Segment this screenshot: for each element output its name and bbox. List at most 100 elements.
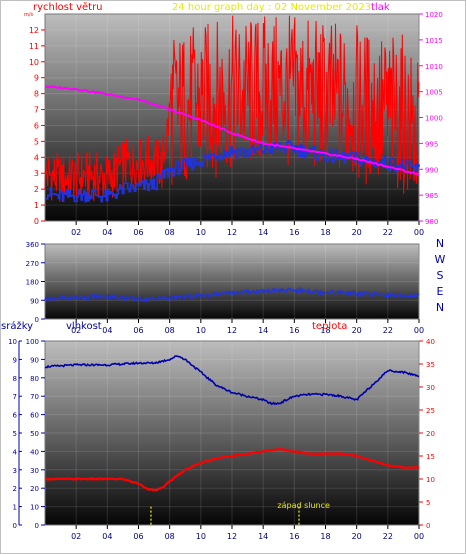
- precipitation-tick-label: 1: [13, 504, 17, 512]
- wind-y-tick-label: 4: [34, 153, 39, 162]
- x-tick-label: 08: [165, 326, 175, 335]
- compass-label: N: [436, 301, 444, 314]
- direction-y-tick-label: 180: [26, 279, 39, 287]
- x-tick-label: 06: [133, 532, 143, 541]
- temperature-tick-label: 10: [426, 476, 435, 484]
- series-wind-average: [45, 140, 420, 203]
- x-tick-label: 08: [165, 228, 175, 237]
- x-tick-label: 22: [383, 532, 393, 541]
- precipitation-tick-label: 6: [13, 412, 18, 420]
- pressure-y-tick-label: 980: [425, 218, 438, 226]
- x-tick-label: 12: [227, 532, 237, 541]
- series-wind-gust: [44, 15, 420, 202]
- temperature-tick-label: 30: [426, 384, 435, 392]
- x-tick-label: 16: [289, 326, 299, 335]
- wind-y-tick-label: 11: [29, 42, 39, 51]
- wind-y-tick-label: 3: [34, 169, 39, 178]
- chart-title: 24 hour graph day : 02 November 2023: [172, 2, 371, 13]
- x-tick-label: 20: [352, 228, 362, 237]
- x-tick-label: 10: [196, 326, 206, 335]
- x-tick-label: 04: [102, 326, 112, 335]
- compass-label: N: [436, 237, 444, 250]
- pressure-y-tick-label: 1005: [425, 89, 443, 97]
- humidity-axis-label: vlhkost: [66, 321, 102, 332]
- x-tick-label: 22: [383, 326, 393, 335]
- wind-speed-axis-label: rychlost větru: [33, 1, 103, 13]
- x-tick-label: 18: [320, 326, 330, 335]
- x-tick-label: 00: [414, 326, 424, 335]
- direction-y-tick-label: 270: [26, 260, 39, 268]
- x-tick-label: 08: [165, 532, 175, 541]
- x-tick-label: 12: [227, 228, 237, 237]
- wind-y-tick-label: 12: [29, 26, 39, 35]
- humidity-tick-label: 80: [30, 375, 39, 383]
- wind-y-tick-label: 2: [34, 185, 39, 194]
- compass-label: E: [437, 285, 444, 298]
- humidity-tick-label: 10: [30, 504, 39, 512]
- humidity-temp-chart: 02 04 06 08 10 12 14 16 18 20 22 000123456789100102…: [1, 320, 435, 541]
- precipitation-tick-label: 4: [13, 448, 18, 456]
- x-tick-label: 02: [71, 532, 81, 541]
- pressure-y-tick-label: 985: [425, 192, 438, 200]
- humidity-tick-label: 40: [30, 448, 39, 456]
- wind-y-tick-label: 7: [34, 106, 39, 115]
- pressure-y-tick-label: 1000: [425, 115, 443, 123]
- x-tick-label: 20: [352, 532, 362, 541]
- temperature-tick-label: 15: [426, 453, 435, 461]
- x-tick-label: 16: [289, 532, 299, 541]
- wind-direction-plot-area: [44, 243, 420, 320]
- humidity-temp-ticks: 02 04 06 08 10 12 14 16 18 20 22 000123456789100102…: [8, 338, 435, 541]
- x-tick-label: 20: [352, 326, 362, 335]
- wind-pressure-ticks: 02 04 06 08 10 12 14 16 18 20 22 000123456789101112…: [29, 11, 443, 237]
- precipitation-tick-label: 7: [13, 393, 17, 401]
- humidity-temp-plot-area: [44, 340, 420, 526]
- precipitation-tick-label: 10: [8, 338, 17, 346]
- wind-direction-grid: [45, 244, 420, 319]
- wind-y-tick-label: 8: [34, 90, 39, 99]
- x-tick-label: 04: [102, 532, 112, 541]
- x-tick-label: 00: [414, 228, 424, 237]
- direction-y-tick-label: 0: [35, 316, 39, 324]
- x-tick-label: 18: [320, 532, 330, 541]
- series-temperature: [44, 447, 420, 492]
- pressure-y-tick-label: 1015: [425, 37, 443, 45]
- x-tick-label: 06: [133, 326, 143, 335]
- temperature-tick-label: 35: [426, 361, 435, 369]
- pressure-axis-label: tlak: [371, 2, 390, 13]
- wind-pressure-chart: 02 04 06 08 10 12 14 16 18 20 22 000123456789101112…: [24, 1, 443, 237]
- humidity-tick-label: 70: [30, 393, 39, 401]
- precipitation-tick-label: 8: [13, 375, 17, 383]
- wind-y-tick-label: 5: [34, 137, 39, 146]
- series-humidity: [44, 355, 420, 406]
- precipitation-tick-label: 0: [13, 522, 17, 530]
- x-tick-label: 10: [196, 228, 206, 237]
- temperature-tick-label: 0: [426, 522, 430, 530]
- compass-label: S: [437, 269, 444, 282]
- x-tick-label: 14: [258, 326, 268, 335]
- pressure-y-tick-label: 1020: [425, 11, 443, 19]
- humidity-tick-label: 20: [30, 485, 39, 493]
- humidity-tick-label: 60: [30, 412, 39, 420]
- wind-y-tick-label: 1: [34, 201, 39, 210]
- x-tick-label: 22: [383, 228, 393, 237]
- x-tick-label: 14: [258, 228, 268, 237]
- humidity-tick-label: 50: [30, 430, 39, 438]
- x-tick-label: 16: [289, 228, 299, 237]
- sunset-annotation: západ slunce: [277, 501, 330, 510]
- x-tick-label: 02: [71, 228, 81, 237]
- direction-y-tick-label: 90: [30, 297, 39, 305]
- x-tick-label: 10: [196, 532, 206, 541]
- wind-y-tick-label: 0: [34, 217, 39, 226]
- pressure-y-tick-label: 1010: [425, 63, 443, 71]
- precipitation-tick-label: 3: [13, 467, 17, 475]
- series-wind-direction: [44, 286, 420, 304]
- humidity-tick-label: 0: [35, 522, 39, 530]
- humidity-tick-label: 30: [30, 467, 39, 475]
- x-tick-label: 14: [258, 532, 268, 541]
- temperature-axis-label: teplota: [312, 321, 347, 332]
- precipitation-tick-label: 2: [13, 485, 17, 493]
- wind-direction-series: [44, 286, 420, 304]
